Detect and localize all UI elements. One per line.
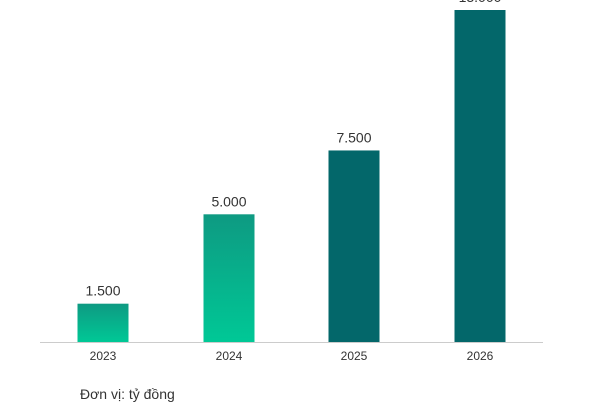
- x-tick-label-2025: 2025: [341, 349, 368, 363]
- data-label-2026: 13.000: [459, 0, 502, 5]
- bar-2026: [454, 10, 506, 342]
- bar-2025: [328, 150, 380, 342]
- bar-2023: [77, 303, 129, 342]
- x-tick-label-2024: 2024: [216, 349, 243, 363]
- labels-layer: 1.500 2023 5.000 2024 7.500 2025 13.000 2026: [85, 0, 501, 363]
- data-label-2023: 1.500: [85, 283, 120, 299]
- x-tick-label-2023: 2023: [90, 349, 117, 363]
- unit-note: Đơn vị: tỷ đồng: [80, 386, 175, 402]
- data-label-2024: 5.000: [211, 193, 246, 209]
- data-label-2025: 7.500: [336, 129, 371, 145]
- bar-2024: [203, 214, 255, 342]
- bars-layer: [77, 10, 506, 342]
- x-tick-label-2026: 2026: [467, 349, 494, 363]
